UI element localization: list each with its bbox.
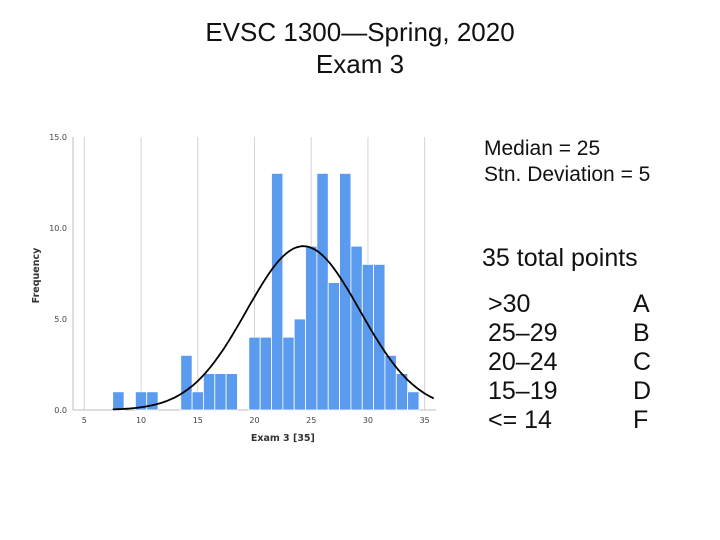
- histogram-bar: [191, 391, 204, 411]
- x-axis-label: Exam 3 [35]: [251, 433, 315, 444]
- slide-title: EVSC 1300—Spring, 2020 Exam 3: [0, 16, 720, 80]
- grade-row: <= 14 F: [488, 406, 678, 435]
- x-tick-label: 20: [249, 416, 259, 425]
- grade-letter: F: [633, 406, 649, 434]
- grade-row: 20–24 C: [488, 348, 678, 377]
- y-tick-label: 10.0: [49, 224, 67, 233]
- grade-range: >30: [488, 290, 531, 318]
- histogram-bar: [112, 391, 125, 411]
- grade-row: 25–29 B: [488, 319, 678, 348]
- histogram-bar: [248, 336, 261, 411]
- histogram-bar: [373, 263, 386, 411]
- grade-letter: A: [633, 290, 650, 318]
- y-tick-label: 0.0: [54, 406, 67, 415]
- histogram-bar: [282, 336, 295, 411]
- grade-row: 15–19 D: [488, 377, 678, 406]
- histogram-bar: [327, 282, 340, 411]
- histogram-bar: [259, 336, 272, 411]
- title-line-1: EVSC 1300—Spring, 2020: [205, 17, 515, 47]
- title-line-2: Exam 3: [315, 49, 405, 79]
- grade-scale: >30 A 25–29 B 20–24 C 15–19 D <= 14 F: [488, 290, 678, 435]
- std-dev-text: Stn. Deviation = 5: [484, 163, 651, 186]
- histogram-bar: [180, 354, 193, 411]
- y-axis-label: Frequency: [31, 247, 42, 303]
- y-tick-label: 15.0: [49, 133, 67, 142]
- histogram-bar: [305, 245, 318, 411]
- y-tick-label: 5.0: [54, 315, 67, 324]
- histogram-bar: [146, 391, 159, 411]
- grade-letter: C: [633, 348, 652, 376]
- histogram-bar: [350, 245, 363, 411]
- histogram-bar: [293, 318, 306, 411]
- median-text: Median = 25: [484, 137, 601, 160]
- normal-curve: [112, 245, 435, 411]
- grade-range: 15–19: [488, 377, 558, 405]
- grade-range: 25–29: [488, 319, 558, 347]
- histogram-bar: [214, 373, 227, 411]
- grade-letter: B: [633, 319, 650, 347]
- histogram-bar: [203, 373, 216, 411]
- x-tick-label: 35: [420, 416, 430, 425]
- stats-box: Median = 25 Stn. Deviation = 5: [484, 136, 650, 188]
- histogram-bar: [361, 263, 375, 411]
- grade-row: >30 A: [488, 290, 678, 319]
- grade-range: <= 14: [488, 406, 552, 434]
- histogram-bar: [316, 172, 329, 411]
- x-tick-label: 30: [363, 416, 373, 425]
- histogram-bar: [384, 354, 397, 411]
- grade-range: 20–24: [488, 348, 558, 376]
- total-points-text: 35 total points: [482, 244, 638, 272]
- histogram-bar: [225, 373, 238, 411]
- histogram-bar: [407, 391, 420, 411]
- histogram-bar: [271, 172, 284, 411]
- x-tick-label: 25: [306, 416, 316, 425]
- x-tick-label: 10: [136, 416, 146, 425]
- x-tick-label: 5: [82, 416, 87, 425]
- grade-letter: D: [633, 377, 652, 405]
- x-tick-label: 15: [193, 416, 203, 425]
